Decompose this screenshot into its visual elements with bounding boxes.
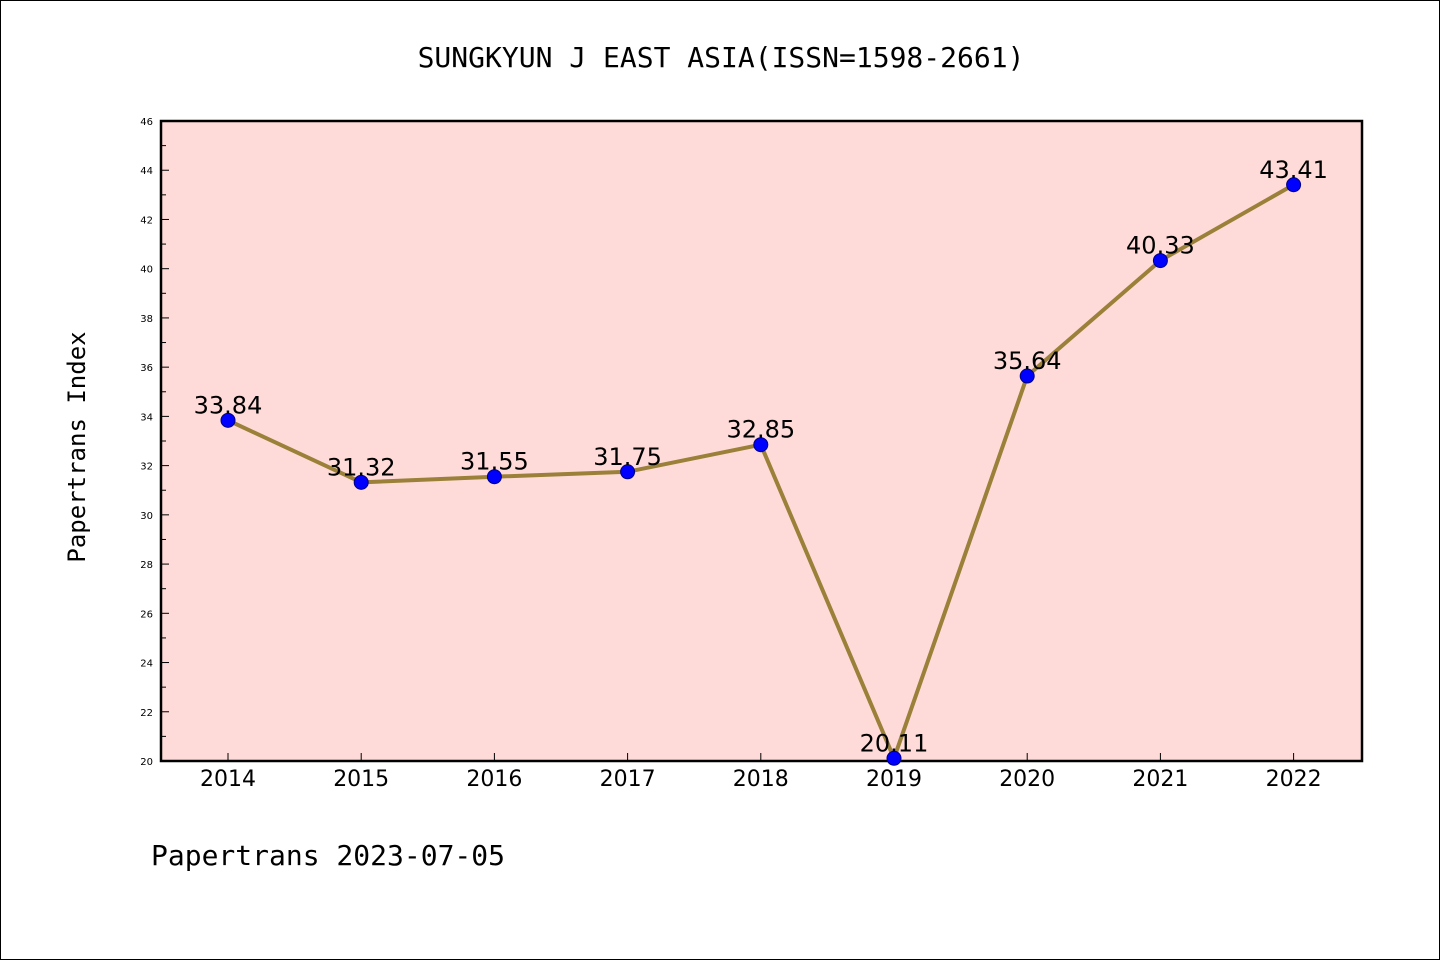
footer-credit: Papertrans 2023-07-05: [151, 839, 505, 872]
y-tick-label: 34: [140, 412, 153, 423]
x-tick-label: 2019: [866, 767, 922, 792]
x-tick-label: 2020: [999, 767, 1055, 792]
x-tick-label: 2018: [733, 767, 789, 792]
data-label: 33.84: [194, 391, 263, 419]
data-labels: 33.84 31.32 31.55 31.75 32.85 20.11 35.64 40.33…: [194, 156, 1328, 758]
y-tick-label: 22: [140, 708, 153, 719]
y-tick-label: 38: [140, 314, 153, 325]
series-points: [220, 177, 1302, 766]
x-tick-label: 2015: [333, 767, 389, 792]
data-point: [620, 464, 636, 480]
chart-title: SUNGKYUN J EAST ASIA(ISSN=1598-2661): [418, 41, 1025, 74]
data-label: 31.55: [460, 448, 529, 476]
y-axis: 20 22 24 26 28 30 32 34 36 38 40 42 44 46: [140, 117, 169, 768]
data-point: [1152, 253, 1168, 269]
data-point: [1019, 368, 1035, 384]
data-point: [353, 474, 369, 490]
data-point: [1286, 177, 1302, 193]
data-point: [220, 412, 236, 428]
data-label: 31.32: [327, 453, 396, 481]
x-tick-label: 2016: [466, 767, 522, 792]
y-tick-label: 36: [140, 363, 153, 374]
data-label: 40.33: [1126, 232, 1195, 260]
y-tick-label: 42: [140, 215, 153, 226]
y-tick-label: 30: [140, 511, 153, 522]
y-tick-label: 26: [140, 609, 153, 620]
data-label: 35.64: [993, 347, 1062, 375]
y-tick-label: 28: [140, 560, 153, 571]
y-tick-label: 44: [140, 166, 153, 177]
y-tick-label: 24: [140, 659, 153, 670]
data-point: [486, 469, 502, 485]
x-axis: 2014 2015 2016 2017 2018 2019 2020 2021 2022: [200, 753, 1322, 792]
y-tick-label: 46: [140, 117, 153, 128]
x-tick-label: 2022: [1266, 767, 1322, 792]
y-axis-label: Papertrans Index: [63, 331, 91, 562]
x-tick-label: 2017: [600, 767, 656, 792]
x-tick-label: 2014: [200, 767, 256, 792]
x-tick-label: 2021: [1132, 767, 1188, 792]
data-label: 31.75: [593, 443, 662, 471]
y-tick-label: 32: [140, 462, 153, 473]
data-point: [753, 437, 769, 453]
data-point: [886, 750, 902, 766]
y-tick-label: 40: [140, 265, 153, 276]
data-label: 20.11: [860, 729, 929, 757]
data-label: 32.85: [726, 416, 795, 444]
y-tick-label: 20: [140, 757, 153, 768]
data-label: 43.41: [1259, 156, 1328, 184]
